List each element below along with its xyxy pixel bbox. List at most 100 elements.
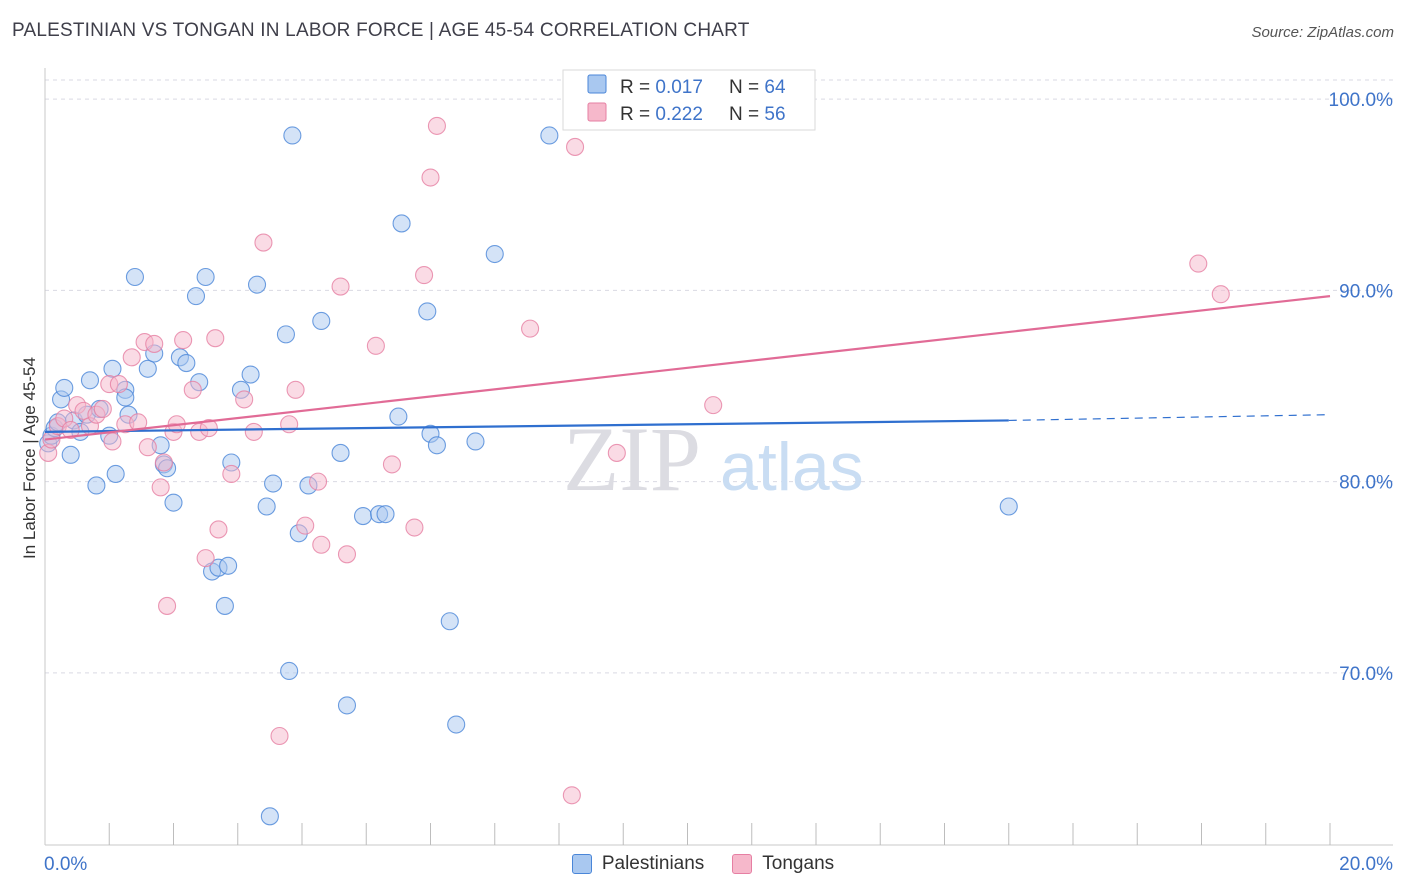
tongan-point (61, 420, 80, 440)
tongan-point (103, 432, 122, 451)
palestinian-trend-extension (1008, 414, 1331, 422)
legend-r-value-2: 0.222 (655, 104, 703, 125)
tongan-point (1189, 254, 1208, 273)
tongan-point (199, 419, 218, 438)
tongan-point (309, 472, 328, 491)
palestinian-point (276, 325, 295, 344)
y-tick-label: 100.0% (1329, 90, 1394, 111)
tongan-point (405, 518, 424, 537)
svg-text:N = 56: N = 56 (729, 104, 786, 125)
data-points (39, 116, 1230, 826)
tongan-point (312, 535, 331, 554)
tongan-point (209, 520, 228, 539)
palestinian-point (376, 505, 395, 524)
y-tick-label: 70.0% (1339, 664, 1393, 685)
palestinian-point (392, 214, 411, 233)
x-tick-label-right: 20.0% (1339, 854, 1393, 875)
palestinian-point (283, 126, 302, 145)
tongan-point (382, 455, 402, 474)
palestinian-trend-line (44, 419, 1009, 433)
palestinian-point (247, 275, 267, 294)
palestinian-point (215, 596, 234, 615)
palestinian-point (219, 556, 238, 575)
palestinian-point (280, 661, 299, 681)
palestinians-swatch (571, 854, 592, 874)
palestinian-point (125, 267, 144, 287)
tongan-point (158, 596, 177, 615)
tongan-point (415, 266, 434, 285)
y-tick-label: 80.0% (1339, 473, 1393, 494)
tongan-point (337, 545, 357, 564)
legend-n-label-1: N = (729, 77, 764, 98)
legend-n-value-1: 64 (764, 77, 786, 98)
tongan-point (122, 348, 141, 367)
palestinian-point (999, 497, 1018, 516)
tongan-point (196, 549, 215, 568)
palestinian-point (466, 432, 485, 451)
axis-labels: 100.0% 90.0% 80.0% 70.0% 0.0% 20.0% In Labor F… (20, 90, 1393, 875)
tongan-point (206, 329, 225, 348)
tongan-point (607, 443, 626, 462)
palestinian-point (418, 302, 437, 321)
palestinian-point (353, 506, 373, 526)
bottom-legend-item-palestinians[interactable]: Palestinians (571, 852, 705, 876)
palestinian-point (87, 476, 106, 495)
palestinian-point (177, 353, 196, 373)
palestinians-label: Palestinians (601, 853, 705, 874)
tongan-point (1211, 285, 1230, 304)
tongan-point (154, 453, 173, 472)
legend-swatch-palestinians (587, 74, 607, 94)
tongan-point (138, 438, 157, 457)
tongans-label: Tongans (762, 853, 835, 874)
tongan-point (421, 168, 440, 187)
axes (44, 68, 1393, 846)
palestinian-point (337, 696, 357, 715)
svg-text:R = 0.222: R = 0.222 (620, 104, 703, 125)
tongan-point (174, 331, 193, 350)
palestinian-point (264, 474, 283, 493)
legend-n-label-2: N = (729, 104, 764, 125)
tongan-point (562, 786, 581, 805)
tongans-swatch (732, 854, 753, 874)
palestinian-point (80, 371, 100, 390)
tongan-point (331, 277, 350, 296)
x-tick-label-left: 0.0% (44, 854, 87, 875)
source-credit: Source: ZipAtlas.com (1251, 24, 1394, 41)
palestinian-point (540, 126, 559, 145)
palestinian-point (61, 445, 80, 464)
legend-r-label-1: R = (620, 77, 655, 98)
watermark-atlas: atlas (720, 429, 864, 505)
legend-swatch-tongans (587, 102, 607, 122)
bottom-legend-item-tongans[interactable]: Tongans (732, 852, 834, 876)
trend-lines (44, 295, 1331, 441)
legend-n-value-2: 56 (764, 104, 785, 125)
palestinian-point (106, 464, 125, 484)
y-tick-label: 90.0% (1339, 281, 1393, 302)
tongan-point (235, 390, 254, 409)
svg-text:N = 64: N = 64 (729, 77, 786, 98)
tongan-point (427, 116, 446, 135)
tongan-point (270, 726, 289, 746)
palestinian-point (389, 407, 408, 426)
palestinian-point (260, 807, 279, 826)
palestinian-point (257, 497, 276, 516)
svg-text:R = 0.017: R = 0.017 (620, 77, 703, 98)
tongan-point (151, 478, 170, 497)
bottom-legend: Palestinians Tongans (0, 852, 1406, 876)
tongan-point (109, 375, 128, 394)
legend-r-value-1: 0.017 (655, 77, 703, 98)
palestinian-point (312, 311, 331, 331)
legend-box: R = 0.017 N = 64 R = 0.222 N = 56 (562, 69, 816, 131)
tongan-point (93, 399, 112, 419)
palestinian-point (440, 612, 459, 631)
palestinian-point (138, 359, 157, 378)
tongan-point (296, 516, 315, 535)
tongan-point (521, 319, 540, 338)
tongan-point (566, 137, 585, 156)
palestinian-point (331, 443, 350, 462)
tongan-point (286, 380, 305, 399)
tongan-trend-line (44, 295, 1331, 441)
tongan-point (183, 380, 202, 399)
palestinian-point (103, 359, 122, 378)
